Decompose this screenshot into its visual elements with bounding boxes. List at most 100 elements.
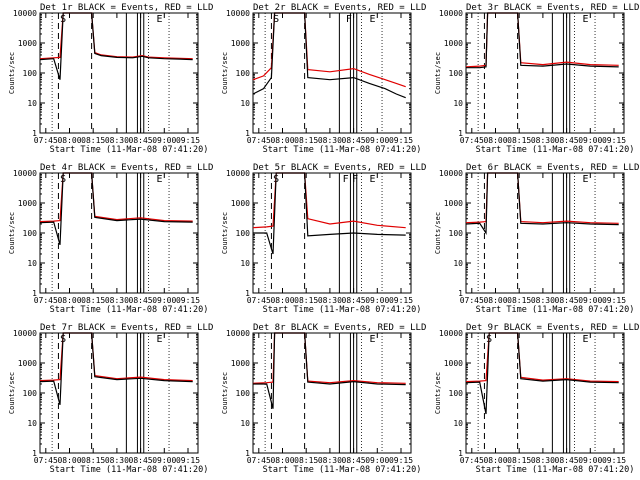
series-line-lld — [465, 172, 619, 224]
y-tick-label: 100 — [236, 69, 251, 78]
y-tick-label: 100 — [449, 229, 464, 238]
x-tick-label: 08:00 — [483, 456, 507, 465]
x-tick-label: 09:00 — [152, 296, 176, 305]
marker-letter: E — [157, 334, 163, 345]
marker-letter: E — [157, 14, 163, 25]
series-line-lld — [465, 12, 619, 68]
panel: Det 3r BLACK = Events, RED = LLD 1 10 100 10… — [434, 3, 639, 155]
x-tick-label: 09:00 — [578, 296, 602, 305]
y-tick-label: 1 — [32, 289, 37, 298]
x-tick-label: 08:30 — [105, 136, 129, 145]
marker-letter: F — [343, 174, 349, 185]
y-tick-label: 1000 — [18, 359, 37, 368]
x-axis-label: Start Time (11-Mar-08 07:41:20) — [50, 465, 209, 475]
x-tick-label: 08:45 — [129, 456, 153, 465]
y-axis-label: Counts/sec — [8, 212, 16, 254]
x-tick-label: 08:45 — [342, 136, 366, 145]
x-tick-label: 07:45 — [247, 296, 271, 305]
marker-letter: E — [583, 174, 589, 185]
y-tick-label: 10 — [27, 99, 37, 108]
x-tick-label: 09:15 — [602, 456, 626, 465]
x-tick-label: 08:15 — [294, 136, 318, 145]
panel-title: Det 7r BLACK = Events, RED = LLD — [40, 323, 213, 333]
x-tick-label: 09:15 — [176, 456, 200, 465]
x-tick-label: 08:15 — [294, 456, 318, 465]
y-tick-label: 1 — [32, 129, 37, 138]
panel-title: Det 8r BLACK = Events, RED = LLD — [253, 323, 426, 333]
y-tick-label: 1 — [245, 289, 250, 298]
y-tick-label: 10 — [453, 259, 463, 268]
marker-letter: E — [157, 174, 163, 185]
y-tick-label: 10 — [240, 259, 250, 268]
marker-letter: E — [583, 14, 589, 25]
y-tick-label: 1 — [32, 449, 37, 458]
x-tick-label: 08:45 — [129, 296, 153, 305]
series-line-events — [253, 172, 406, 255]
y-tick-label: 1 — [245, 129, 250, 138]
y-tick-label: 1 — [245, 449, 250, 458]
marker-letter: S — [273, 14, 279, 25]
x-tick-label: 08:45 — [555, 296, 579, 305]
y-tick-label: 10 — [240, 99, 250, 108]
x-axis-label: Start Time (11-Mar-08 07:41:20) — [263, 465, 422, 475]
x-tick-label: 07:45 — [34, 456, 58, 465]
series-line-events — [466, 12, 619, 69]
x-tick-label: 07:45 — [34, 296, 58, 305]
plot-frame — [252, 12, 412, 134]
y-tick-label: 10000 — [439, 169, 463, 178]
x-tick-label: 08:45 — [129, 136, 153, 145]
panel-title: Det 2r BLACK = Events, RED = LLD — [253, 3, 426, 13]
x-axis-label: Start Time (11-Mar-08 07:41:20) — [263, 145, 422, 155]
y-tick-label: 1 — [458, 129, 463, 138]
x-axis-label: Start Time (11-Mar-08 07:41:20) — [263, 305, 422, 315]
y-axis-label: Counts/sec — [8, 372, 16, 414]
panel-title: Det 3r BLACK = Events, RED = LLD — [466, 3, 639, 13]
x-tick-label: 09:15 — [389, 456, 413, 465]
x-tick-label: 09:15 — [389, 136, 413, 145]
x-tick-label: 09:15 — [602, 296, 626, 305]
x-axis-label: Start Time (11-Mar-08 07:41:20) — [50, 145, 209, 155]
y-tick-label: 1000 — [231, 199, 250, 208]
x-tick-label: 08:45 — [555, 136, 579, 145]
y-tick-label: 10000 — [13, 9, 37, 18]
x-tick-label: 07:45 — [34, 136, 58, 145]
x-tick-label: 08:30 — [105, 296, 129, 305]
x-tick-label: 09:15 — [389, 296, 413, 305]
y-tick-label: 10000 — [439, 329, 463, 338]
x-tick-label: 08:45 — [555, 456, 579, 465]
panel: Det 5r BLACK = Events, RED = LLD 1 10 100 10… — [221, 163, 426, 315]
y-tick-label: 100 — [236, 389, 251, 398]
y-axis-label: Counts/sec — [434, 52, 442, 94]
x-tick-label: 08:30 — [318, 136, 342, 145]
plot-frame — [39, 172, 199, 294]
x-axis-label: Start Time (11-Mar-08 07:41:20) — [476, 145, 635, 155]
y-tick-label: 10000 — [13, 329, 37, 338]
y-tick-label: 10 — [240, 419, 250, 428]
panel: Det 8r BLACK = Events, RED = LLD 1 10 100 10… — [221, 323, 426, 475]
panel-title: Det 4r BLACK = Events, RED = LLD — [40, 163, 213, 173]
marker-letter: F — [352, 174, 358, 185]
plot-frame — [465, 12, 625, 134]
y-tick-label: 1000 — [444, 359, 463, 368]
x-tick-label: 08:00 — [57, 296, 81, 305]
panel: Det 7r BLACK = Events, RED = LLD 1 10 100 10… — [8, 323, 213, 475]
x-tick-label: 09:00 — [152, 136, 176, 145]
y-axis-label: Counts/sec — [221, 372, 229, 414]
series-line-events — [253, 332, 406, 409]
x-tick-label: 08:00 — [483, 136, 507, 145]
plot-frame — [465, 332, 625, 454]
series-line-events — [39, 172, 193, 246]
series-line-events — [39, 12, 193, 80]
y-tick-label: 1000 — [18, 199, 37, 208]
x-tick-label: 08:15 — [507, 136, 531, 145]
x-tick-label: 08:30 — [318, 296, 342, 305]
panel: Det 1r BLACK = Events, RED = LLD 1 10 100 10… — [8, 3, 213, 155]
x-tick-label: 08:00 — [57, 456, 81, 465]
x-axis-label: Start Time (11-Mar-08 07:41:20) — [476, 305, 635, 315]
x-tick-label: 07:45 — [460, 456, 484, 465]
x-axis-label: Start Time (11-Mar-08 07:41:20) — [476, 465, 635, 475]
panel: Det 9r BLACK = Events, RED = LLD 1 10 100 10… — [434, 323, 639, 475]
x-tick-label: 09:00 — [578, 136, 602, 145]
x-tick-label: 09:00 — [365, 296, 389, 305]
x-tick-label: 08:15 — [507, 296, 531, 305]
